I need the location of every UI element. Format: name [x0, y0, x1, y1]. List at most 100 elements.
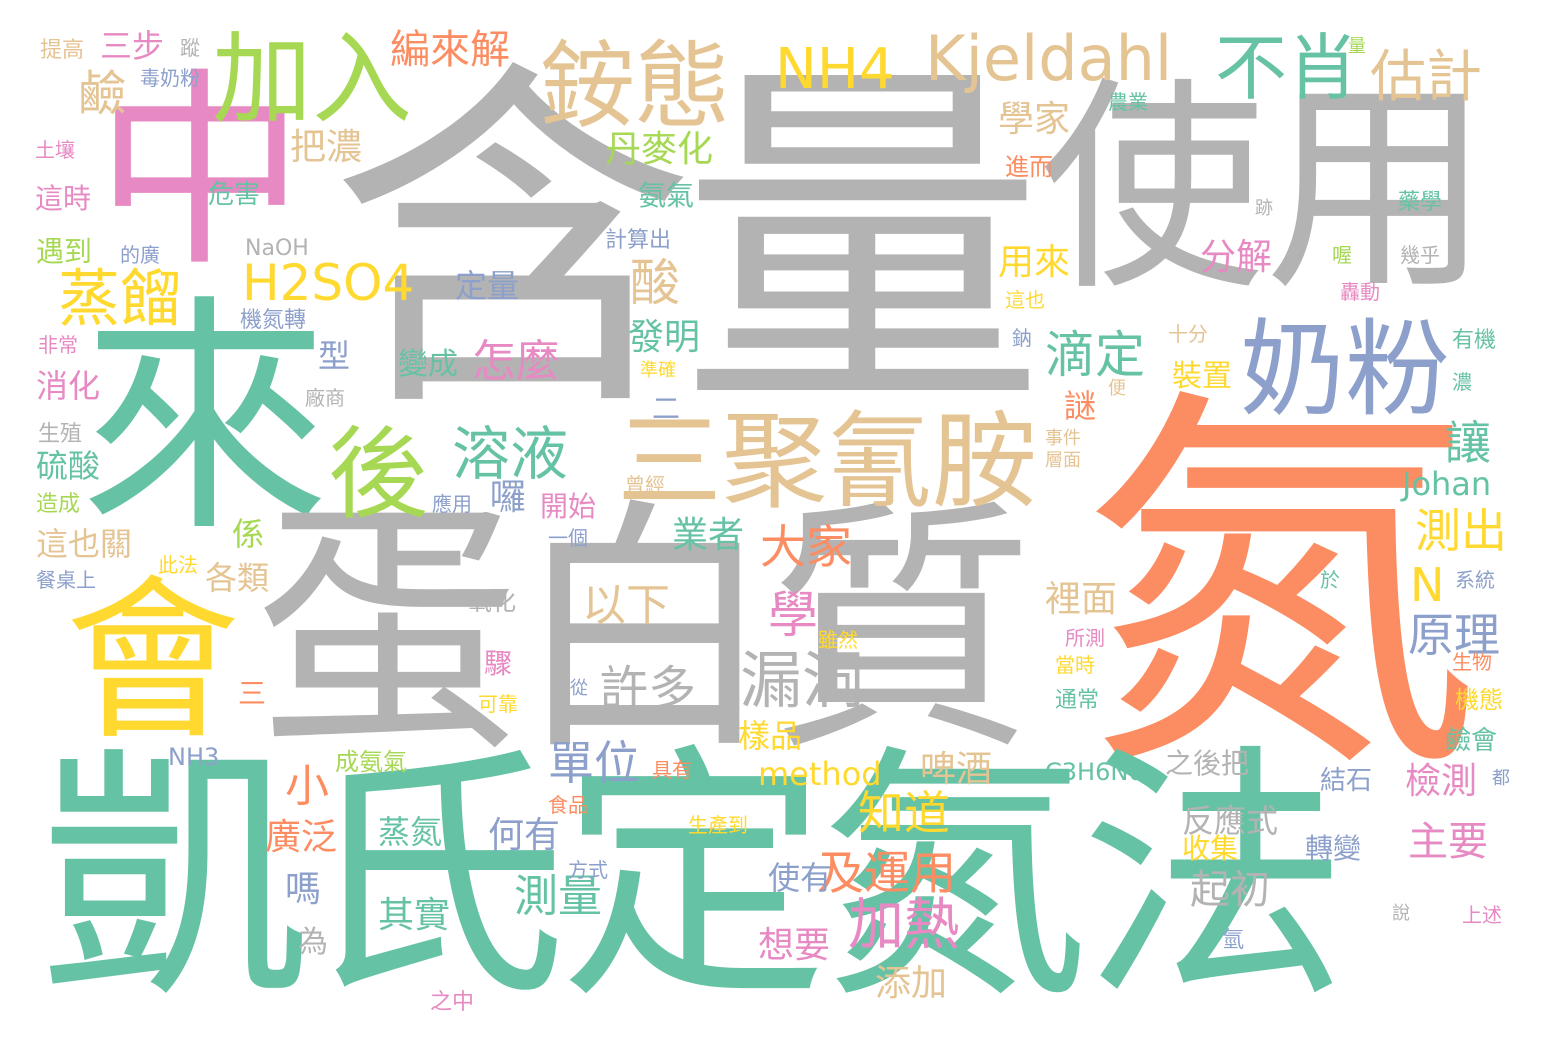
word-cengmian: 層面 — [1045, 450, 1081, 471]
word-mi: 謎 — [1064, 387, 1097, 425]
word-diding: 滴定 — [1045, 326, 1145, 384]
word-yudao: 遇到 — [36, 235, 93, 268]
word-zhuanbian: 轉變 — [1305, 832, 1362, 865]
word-nh4: NH4 — [775, 37, 895, 102]
word-jiyunyong: 及運用 — [818, 846, 956, 900]
word-cechu: 測出 — [1415, 504, 1507, 558]
word-nh3: NH3 — [168, 743, 220, 771]
word-yanghua: 氧化 — [468, 588, 516, 616]
word-xiaohua: 消化 — [36, 367, 101, 405]
word-jianhui: 鹼會 — [1445, 726, 1498, 756]
word-danmaihua: 丹麥化 — [605, 129, 714, 170]
word-shuo: 說 — [1392, 903, 1410, 924]
word-celiang: 測量 — [514, 871, 602, 922]
word-guangfan: 廣泛 — [265, 817, 338, 858]
word-danwei: 單位 — [548, 736, 640, 790]
word-jitai: 機態 — [1455, 686, 1503, 714]
word-shiyong: 使用 — [1040, 59, 1490, 321]
word-juyou: 具有 — [652, 758, 692, 782]
word-shiyou: 使有 — [768, 859, 833, 897]
word-kaishi: 開始 — [540, 490, 597, 523]
word-zaocheng: 造成 — [36, 492, 81, 517]
word-tigao: 提高 — [40, 38, 85, 63]
word-kjeldahl: Kjeldahl — [925, 22, 1173, 95]
word-cengjing: 曾經 — [625, 473, 665, 497]
word-yezhe: 業者 — [672, 515, 745, 556]
word-liang: 量 — [1348, 36, 1366, 57]
word-zhuangzhi: 裝置 — [1172, 359, 1232, 394]
word-yaoxue: 藥學 — [1398, 190, 1443, 215]
word-luo: 囉 — [490, 477, 527, 518]
word-tongchang: 通常 — [1055, 688, 1100, 713]
word-yuanli: 原理 — [1408, 608, 1500, 662]
word-zenme: 怎麼 — [472, 336, 560, 387]
word-shouji: 收集 — [1182, 832, 1239, 865]
word-hanliang: 含量 — [330, 32, 1045, 457]
word-jisuanchu: 計算出 — [605, 228, 672, 253]
word-zhidao: 知道 — [858, 786, 950, 840]
word-zhou: 驟 — [484, 647, 513, 680]
word-kekao: 可靠 — [478, 692, 518, 716]
word-loudong: 漏洞 — [740, 644, 865, 717]
word-dou: 都 — [1492, 768, 1510, 789]
word-pijiu: 啤酒 — [920, 749, 993, 790]
word-zheye: 這也 — [1005, 288, 1045, 312]
word-nong: 濃 — [1452, 370, 1472, 394]
word-bian: 便 — [1108, 378, 1126, 399]
word-zhunque: 準確 — [640, 360, 676, 381]
word-fangshi: 方式 — [568, 858, 608, 882]
word-er: 二 — [652, 392, 681, 425]
word-suoce: 所測 — [1065, 626, 1105, 650]
word-yige: 一個 — [548, 526, 588, 550]
word-xuejia: 學家 — [998, 99, 1071, 140]
word-xuduo: 許多 — [600, 661, 697, 717]
word-naoh: NaOH — [245, 236, 309, 261]
word-jieshi: 結石 — [1320, 766, 1373, 796]
word-zhong: 中 — [95, 50, 306, 295]
word-limian: 裡面 — [1045, 579, 1118, 620]
word-rongye: 溶液 — [452, 420, 569, 488]
word-o: 喔 — [1332, 243, 1352, 267]
word-h2so4: H2SO4 — [242, 254, 415, 312]
word-zhengdan: 蒸氮 — [378, 813, 443, 851]
word-qishi: 其實 — [378, 895, 451, 936]
word-danbaizhi: 蛋白質 — [255, 478, 1034, 786]
word-faming: 發明 — [628, 317, 701, 358]
word-cong: 從 — [570, 678, 588, 699]
word-johan: Johan — [1402, 465, 1492, 503]
word-ji: 跡 — [1255, 198, 1273, 219]
word-rang: 讓 — [1445, 416, 1491, 470]
word-feichang: 非常 — [38, 333, 78, 357]
word-liusuan: 硫酸 — [36, 447, 101, 485]
word-youji: 有機 — [1452, 328, 1497, 353]
word-weihai: 危害 — [208, 180, 261, 210]
word-jiare: 加熱 — [848, 893, 960, 958]
word-hou: 後 — [328, 416, 428, 533]
word-cifa: 此法 — [158, 553, 198, 577]
word-xitong: 系統 — [1455, 568, 1495, 592]
word-wei: 為 — [298, 925, 328, 960]
word-zheyeguan: 這也關 — [36, 525, 133, 563]
word-nongye: 農業 — [1108, 90, 1148, 114]
word-shengwu: 生物 — [1452, 650, 1492, 674]
word-method: method — [758, 755, 882, 793]
word-n: N — [1410, 558, 1445, 612]
word-turang: 土壤 — [35, 138, 75, 162]
word-bianlaijie: 編來解 — [390, 27, 510, 73]
word-shengzhi: 生殖 — [38, 422, 83, 447]
word-hongdong: 轟動 — [1340, 280, 1380, 304]
word-xue: 學 — [768, 586, 818, 644]
word-changshang: 廠商 — [305, 386, 345, 410]
word-shipin: 食品 — [548, 793, 588, 817]
word-heyou: 何有 — [488, 815, 561, 856]
word-zhengliu: 蒸餾 — [58, 262, 183, 335]
word-chenganqi: 成氨氣 — [335, 748, 407, 776]
word-xiao: 小 — [285, 761, 329, 812]
word-dingliang: 定量 — [455, 267, 520, 305]
word-sanbu: 三步 — [100, 27, 165, 65]
word-hui: 會 — [65, 561, 240, 764]
word-zhuyao: 主要 — [1408, 819, 1488, 865]
word-yu: 於 — [1320, 568, 1340, 592]
word-jiner: 進而 — [1005, 153, 1053, 181]
